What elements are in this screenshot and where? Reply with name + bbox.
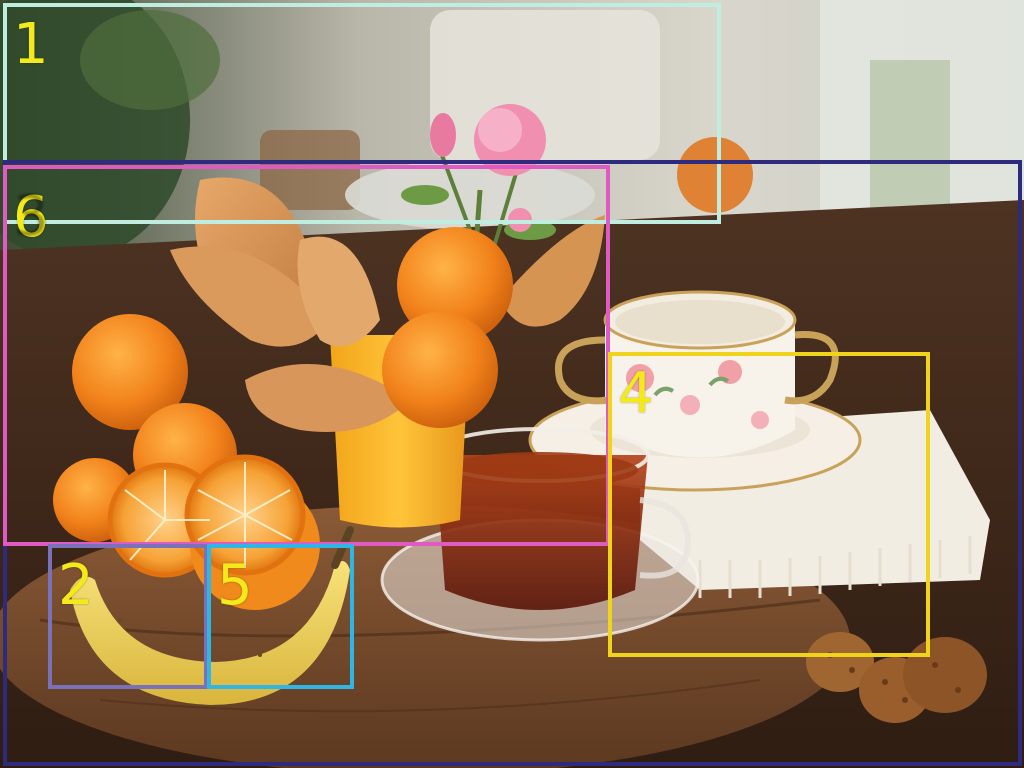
tea-table-photo [0, 0, 1024, 768]
annotated-photo: 1 6 3 4 2 5 [0, 0, 1024, 768]
